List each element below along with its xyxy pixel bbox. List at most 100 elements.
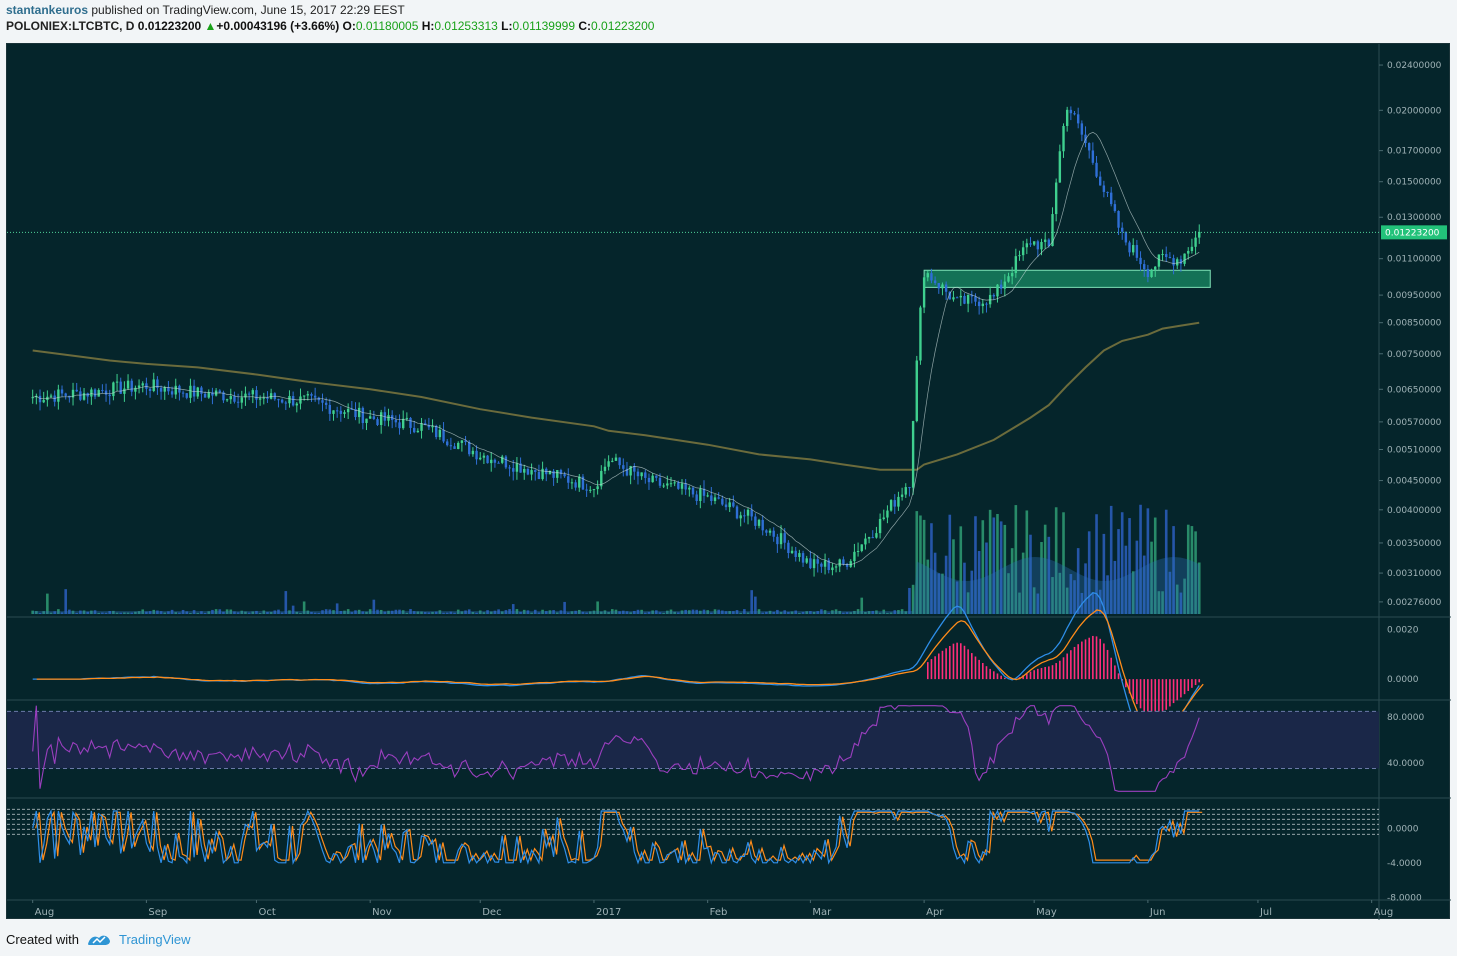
volume-bar: [497, 609, 500, 614]
volume-bar: [409, 609, 412, 614]
volume-bar: [812, 611, 816, 614]
candle-body: [262, 397, 265, 399]
macd-histogram-bar: [996, 673, 999, 680]
candle-body: [530, 470, 533, 475]
volume-bar: [577, 609, 581, 614]
volume-bar: [1190, 526, 1194, 614]
volume-bar: [277, 609, 280, 614]
candle-body: [629, 466, 632, 476]
time-tick-label: Jun: [1149, 907, 1166, 918]
candle-body: [812, 559, 816, 569]
macd-histogram-bar: [1073, 646, 1076, 680]
candle-body: [1036, 241, 1040, 250]
candle-body: [585, 489, 588, 491]
volume-bar: [108, 611, 112, 614]
volume-bar: [291, 605, 295, 614]
volume-bar: [273, 610, 277, 614]
volume-bar: [805, 611, 809, 614]
volume-bar: [1186, 524, 1190, 614]
time-tick-label: May: [1036, 907, 1057, 918]
candle-body: [651, 475, 654, 483]
candle-body: [350, 408, 354, 410]
volume-bar: [1102, 533, 1106, 614]
volume-bar: [702, 609, 706, 614]
volume-bar: [1172, 526, 1175, 614]
volume-bar: [222, 611, 225, 614]
candle-body: [365, 418, 368, 424]
volume-bar: [1168, 571, 1172, 614]
volume-bar: [1051, 577, 1054, 614]
price-tick-label: 0.02000000: [1387, 106, 1442, 116]
candle-body: [1139, 257, 1142, 265]
candle-body: [526, 468, 530, 475]
macd-histogram-bar: [1150, 679, 1153, 717]
candle-body: [952, 297, 955, 300]
volume-bar: [310, 611, 313, 614]
volume-bar: [691, 609, 695, 614]
candle-body: [1040, 241, 1043, 250]
low-label: L:: [501, 19, 513, 33]
volume-bar: [1091, 592, 1095, 614]
candle-body: [1018, 255, 1021, 257]
candle-body: [706, 495, 709, 497]
volume-bar: [794, 610, 798, 614]
volume-bar: [886, 612, 889, 614]
candle-body: [196, 387, 199, 397]
volume-bar: [295, 611, 299, 614]
candle-body: [1091, 150, 1095, 163]
volume-bar: [798, 612, 801, 614]
candle-body: [288, 395, 291, 404]
chart-container[interactable]: 0.01223200 0.02400000 0.02000000 0.0170000…: [6, 43, 1451, 920]
volume-bar: [229, 609, 233, 614]
volume-bar: [544, 611, 548, 614]
candle-body: [269, 393, 273, 399]
candle-body: [567, 476, 570, 483]
price-tick-label: 0.00510000: [1387, 445, 1442, 455]
candle-body: [1054, 182, 1058, 215]
volume-bar: [471, 612, 475, 614]
volume-bar: [1142, 555, 1146, 614]
time-tick-label: Aug: [1374, 907, 1394, 918]
macd-histogram-bar: [1092, 635, 1094, 680]
candle-body: [655, 475, 658, 478]
volume-bar: [475, 612, 478, 614]
volume-bar: [218, 609, 222, 614]
volume-bar: [699, 610, 702, 614]
volume-bar: [1161, 591, 1164, 614]
volume-bar: [999, 521, 1003, 614]
candle-body: [970, 294, 974, 297]
volume-bar: [159, 611, 163, 614]
candle-body: [82, 393, 86, 400]
macd-histogram-bar: [937, 653, 940, 680]
volume-bar: [566, 612, 570, 614]
candle-body: [820, 563, 823, 567]
volume-bar: [170, 609, 174, 614]
macd-histogram-bar: [978, 659, 980, 680]
author-link[interactable]: stantankeuros: [6, 3, 89, 17]
macd-histogram-bar: [1165, 679, 1168, 710]
candle-body: [662, 485, 665, 487]
candle-body: [424, 423, 427, 426]
candle-body: [779, 533, 783, 545]
volume-bar: [42, 611, 45, 614]
candle-body: [600, 470, 603, 487]
volume-bar: [1040, 542, 1043, 614]
volume-bar: [38, 612, 42, 614]
candle-body: [123, 388, 126, 394]
chart-svg[interactable]: 0.01223200 0.02400000 0.02000000 0.0170000…: [7, 44, 1451, 920]
volume-bar: [1164, 509, 1168, 614]
volume-bar: [647, 611, 651, 614]
candle-body: [853, 551, 856, 562]
volume-bar: [365, 611, 368, 614]
candle-body: [570, 482, 574, 484]
time-tick-label: Mar: [812, 907, 832, 918]
volume-bar: [1109, 505, 1113, 614]
tradingview-link[interactable]: TradingView: [118, 931, 191, 947]
macd-histogram-bar: [1158, 679, 1160, 716]
macd-tick-label: 0.0020: [1387, 625, 1419, 635]
candle-body: [49, 395, 53, 397]
candle-body: [790, 550, 794, 554]
price-tick-label: 0.00310000: [1387, 569, 1442, 579]
volume-bar: [662, 612, 665, 614]
volume-bar: [482, 612, 486, 614]
